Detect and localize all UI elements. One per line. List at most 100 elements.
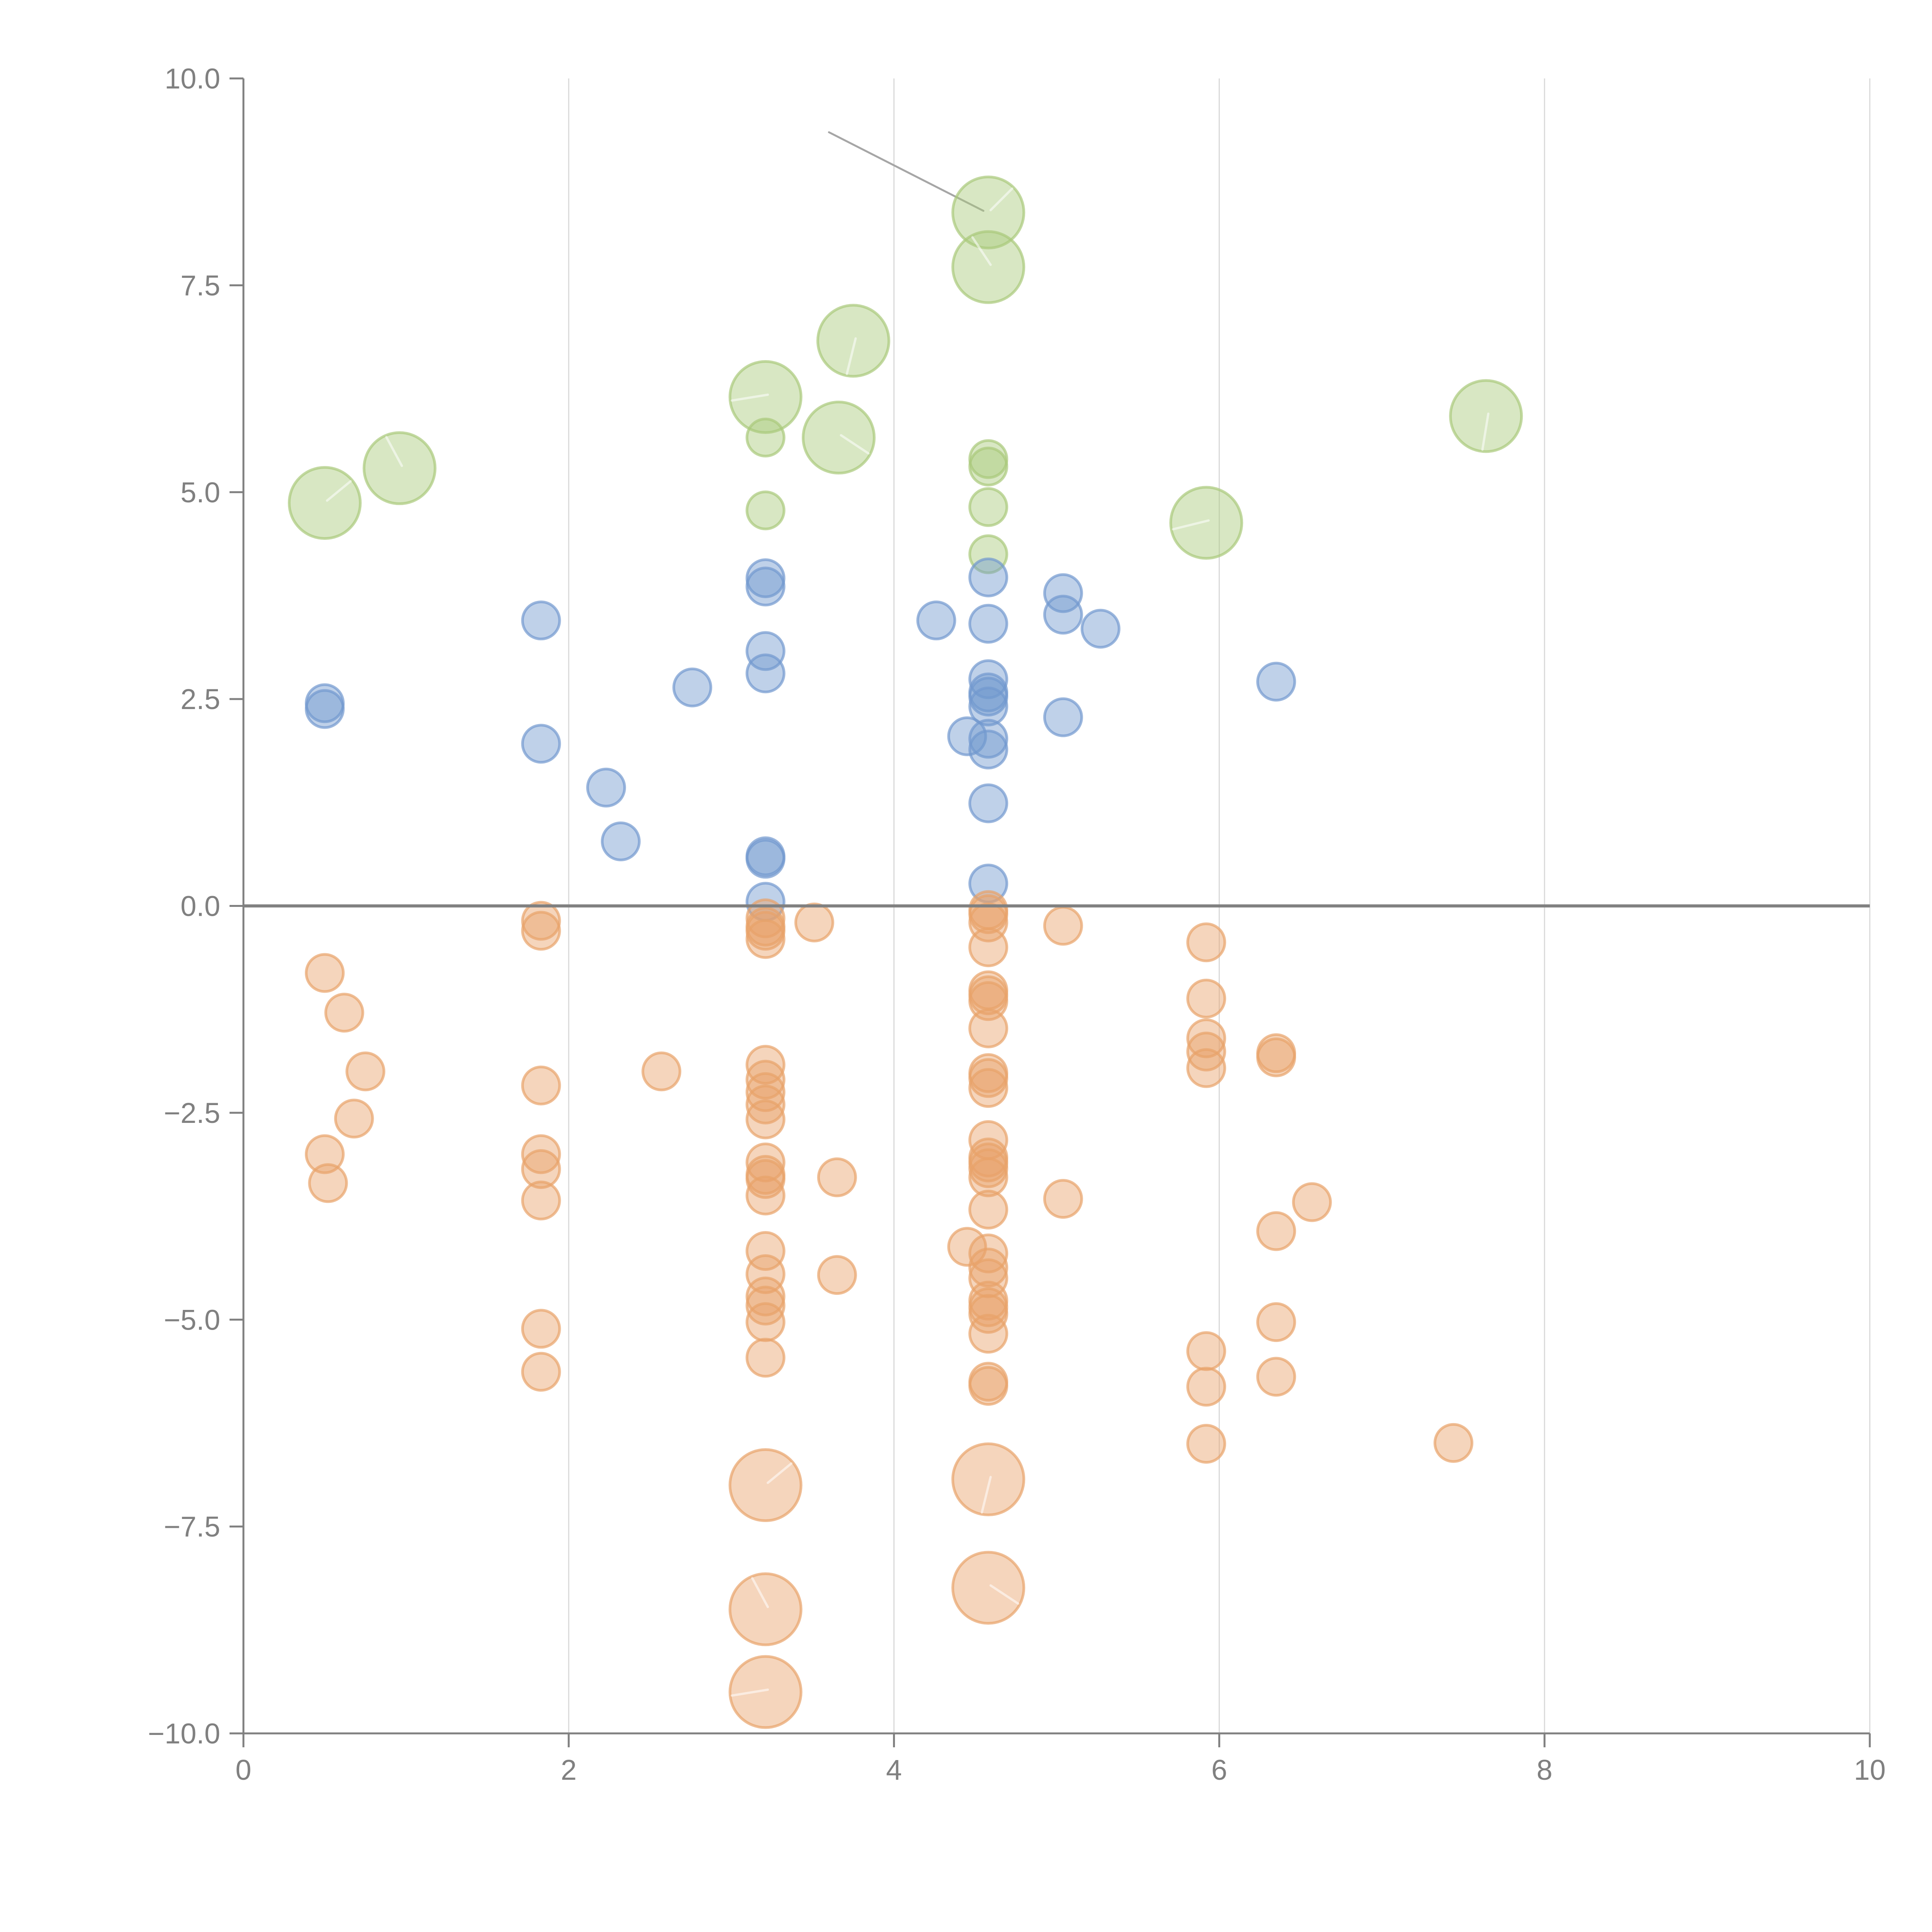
point-blue-29: [1043, 697, 1083, 737]
point-orange-small-44: [968, 1008, 1009, 1048]
point-blue-27: [1043, 595, 1083, 635]
point-highlight: [326, 480, 352, 502]
point-blue-14: [916, 600, 956, 641]
point-highlight: [971, 236, 992, 266]
y-tick-label: 7.5: [180, 269, 220, 301]
point-highlight: [840, 434, 870, 455]
point-highlight: [751, 1577, 769, 1608]
point-blue-21: [947, 716, 987, 756]
point-orange-small-25: [745, 1142, 786, 1182]
x-tick-label: 4: [886, 1754, 902, 1786]
point-highlight: [981, 1476, 992, 1514]
point-orange-small-7: [521, 911, 561, 951]
point-highlight: [731, 393, 769, 402]
point-orange-small-64: [1043, 906, 1083, 946]
point-orange-small-29: [745, 1231, 786, 1271]
point-orange-small-70: [1186, 1048, 1226, 1088]
point-orange-small-2: [345, 1051, 386, 1092]
point-blue-10: [745, 653, 786, 694]
series-orange-large: [728, 1442, 1026, 1729]
x-tick-label: 8: [1537, 1754, 1553, 1786]
point-blue-20: [968, 686, 1009, 726]
point-blue-6: [672, 667, 713, 707]
point-orange-small-63: [968, 1366, 1009, 1406]
point-highlight: [989, 187, 1014, 211]
point-orange-small-72: [1186, 1367, 1226, 1407]
y-tick-label: −5.0: [164, 1304, 220, 1336]
point-orange-small-77: [1256, 1211, 1296, 1251]
point-green-small-1: [745, 490, 786, 531]
point-orange-small-6: [521, 901, 561, 941]
point-blue-9: [745, 631, 786, 671]
point-orange-small-79: [1256, 1357, 1296, 1397]
point-orange-small-56: [968, 1247, 1009, 1287]
point-blue-28: [1080, 609, 1121, 649]
point-orange-small-8: [521, 1065, 561, 1105]
point-orange-small-47: [968, 1068, 1009, 1108]
point-orange-small-24: [745, 1099, 786, 1139]
point-highlight: [767, 1462, 793, 1484]
point-blue-23: [968, 730, 1009, 770]
point-blue-22: [968, 719, 1009, 759]
point-green-large-1: [362, 431, 437, 505]
point-orange-small-27: [745, 1159, 786, 1199]
point-orange-small-76: [1292, 1182, 1332, 1222]
y-tick-label: −2.5: [164, 1097, 220, 1129]
point-highlight: [1172, 519, 1210, 531]
point-green-small-5: [968, 534, 1009, 574]
point-green-small-0: [745, 417, 786, 457]
point-blue-4: [586, 767, 626, 808]
y-tick-label: −7.5: [164, 1511, 220, 1543]
axes: [242, 78, 1870, 1735]
point-orange-small-61: [968, 1314, 1009, 1354]
x-tick-label: 0: [235, 1754, 251, 1786]
point-highlight: [731, 1688, 769, 1697]
point-orange-small-35: [817, 1157, 857, 1197]
point-orange-small-65: [1043, 1179, 1083, 1219]
point-orange-small-13: [521, 1352, 561, 1392]
annotation-connector: [828, 131, 985, 212]
point-orange-small-20: [745, 1045, 786, 1085]
point-orange-small-28: [745, 1175, 786, 1216]
point-orange-small-5: [308, 1163, 348, 1203]
point-orange-small-67: [1186, 978, 1226, 1019]
point-orange-small-23: [745, 1084, 786, 1124]
point-blue-15: [968, 557, 1009, 597]
point-blue-5: [600, 821, 641, 861]
y-tick-label: 2.5: [180, 683, 220, 715]
point-orange-small-10: [521, 1149, 561, 1189]
point-green-large-2: [728, 360, 803, 434]
point-highlight: [845, 337, 857, 375]
point-blue-24: [968, 783, 1009, 823]
point-orange-small-73: [1186, 1423, 1226, 1464]
point-orange-small-1: [324, 993, 364, 1033]
point-blue-16: [968, 604, 1009, 644]
point-orange-small-53: [968, 1189, 1009, 1230]
series-blue: [304, 557, 1296, 922]
y-tick-label: 0.0: [180, 890, 220, 922]
point-blue-19: [968, 677, 1009, 717]
point-orange-small-33: [745, 1302, 786, 1342]
point-orange-small-75: [1256, 1037, 1296, 1077]
point-orange-small-32: [745, 1286, 786, 1326]
point-green-large-0: [287, 466, 362, 540]
point-orange-small-57: [968, 1258, 1009, 1298]
point-orange-large-2: [728, 1655, 803, 1729]
point-orange-small-19: [794, 902, 834, 942]
point-orange-small-71: [1186, 1331, 1226, 1371]
point-orange-small-78: [1256, 1302, 1296, 1342]
point-highlight: [1481, 412, 1490, 451]
point-blue-2: [521, 600, 561, 641]
point-orange-small-69: [1186, 1031, 1226, 1071]
point-orange-small-30: [745, 1254, 786, 1294]
point-orange-small-3: [334, 1099, 374, 1139]
point-green-large-4: [801, 400, 876, 474]
point-orange-large-0: [728, 1448, 803, 1522]
point-orange-small-22: [745, 1072, 786, 1112]
point-orange-small-12: [521, 1309, 561, 1349]
point-blue-12: [745, 838, 786, 879]
point-orange-small-0: [304, 953, 345, 993]
series-green-large: [287, 175, 1523, 560]
point-green-large-6: [951, 230, 1026, 304]
